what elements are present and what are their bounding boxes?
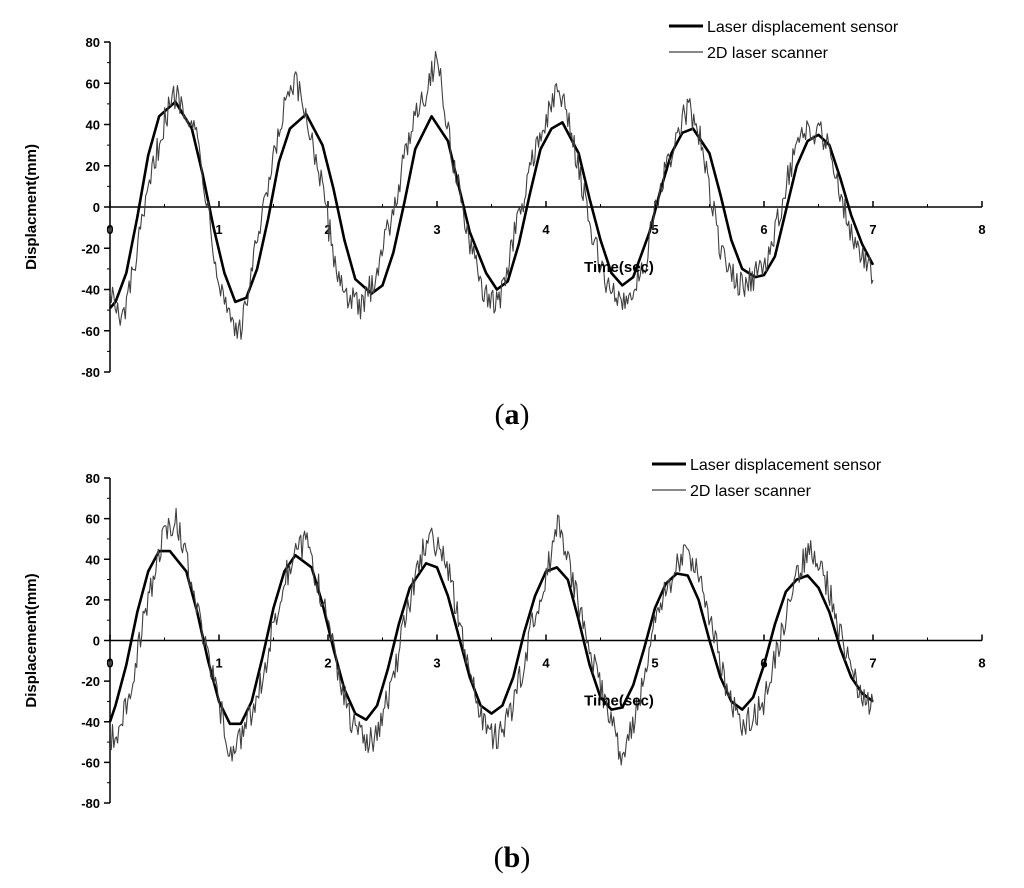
panel-label: (a)	[495, 398, 530, 431]
series-line-laser-displacement-sensor	[108, 549, 874, 726]
y-tick-label: -80	[81, 796, 100, 811]
x-axis-title: Time(sec)	[584, 693, 654, 710]
y-tick-label: 60	[86, 512, 100, 527]
legend-label: 2D laser scanner	[690, 483, 812, 500]
y-tick-label: -60	[81, 324, 100, 339]
y-axis-title: Displacment(mm)	[23, 144, 40, 270]
y-tick-label: -40	[81, 283, 100, 298]
y-tick-label: 20	[86, 159, 100, 174]
y-tick-label: 0	[93, 200, 100, 215]
y-tick-label: 80	[86, 471, 100, 486]
y-tick-label: 40	[86, 552, 100, 567]
y-tick-label: -40	[81, 715, 100, 730]
x-tick-label: 8	[978, 222, 985, 237]
x-tick-label: 6	[760, 222, 767, 237]
y-tick-label: 40	[86, 118, 100, 133]
x-axis-title: Time(sec)	[584, 259, 654, 276]
x-tick-label: 4	[542, 222, 550, 237]
y-tick-label: -20	[81, 674, 100, 689]
series-line-laser-displacement-sensor	[109, 100, 875, 309]
panel-label: (b)	[494, 841, 531, 874]
x-tick-label: 1	[215, 656, 222, 671]
x-tick-label: 5	[651, 656, 658, 671]
y-axis-title: Displacement(mm)	[23, 573, 40, 707]
x-tick-label: 7	[869, 656, 876, 671]
x-tick-label: 1	[215, 222, 222, 237]
x-tick-label: 4	[542, 656, 550, 671]
y-tick-label: 80	[86, 35, 100, 50]
legend-label: 2D laser scanner	[707, 45, 829, 62]
x-tick-label: 8	[978, 656, 985, 671]
x-tick-label: 0	[106, 222, 113, 237]
y-tick-label: 20	[86, 593, 100, 608]
series-line-2d-laser-scanner	[109, 507, 874, 766]
x-tick-label: 5	[651, 222, 658, 237]
y-tick-label: -80	[81, 365, 100, 380]
x-tick-label: 3	[433, 222, 440, 237]
x-tick-label: 0	[106, 656, 113, 671]
x-tick-label: 7	[869, 222, 876, 237]
y-tick-label: -60	[81, 755, 100, 770]
y-tick-label: 60	[86, 76, 100, 91]
legend-label: Laser displacement sensor	[690, 457, 882, 474]
x-tick-label: 3	[433, 656, 440, 671]
series-line-2d-laser-scanner	[109, 51, 874, 340]
y-tick-label: 0	[93, 634, 100, 649]
x-tick-label: 2	[324, 656, 331, 671]
y-tick-label: -20	[81, 241, 100, 256]
legend-label: Laser displacement sensor	[707, 19, 899, 36]
